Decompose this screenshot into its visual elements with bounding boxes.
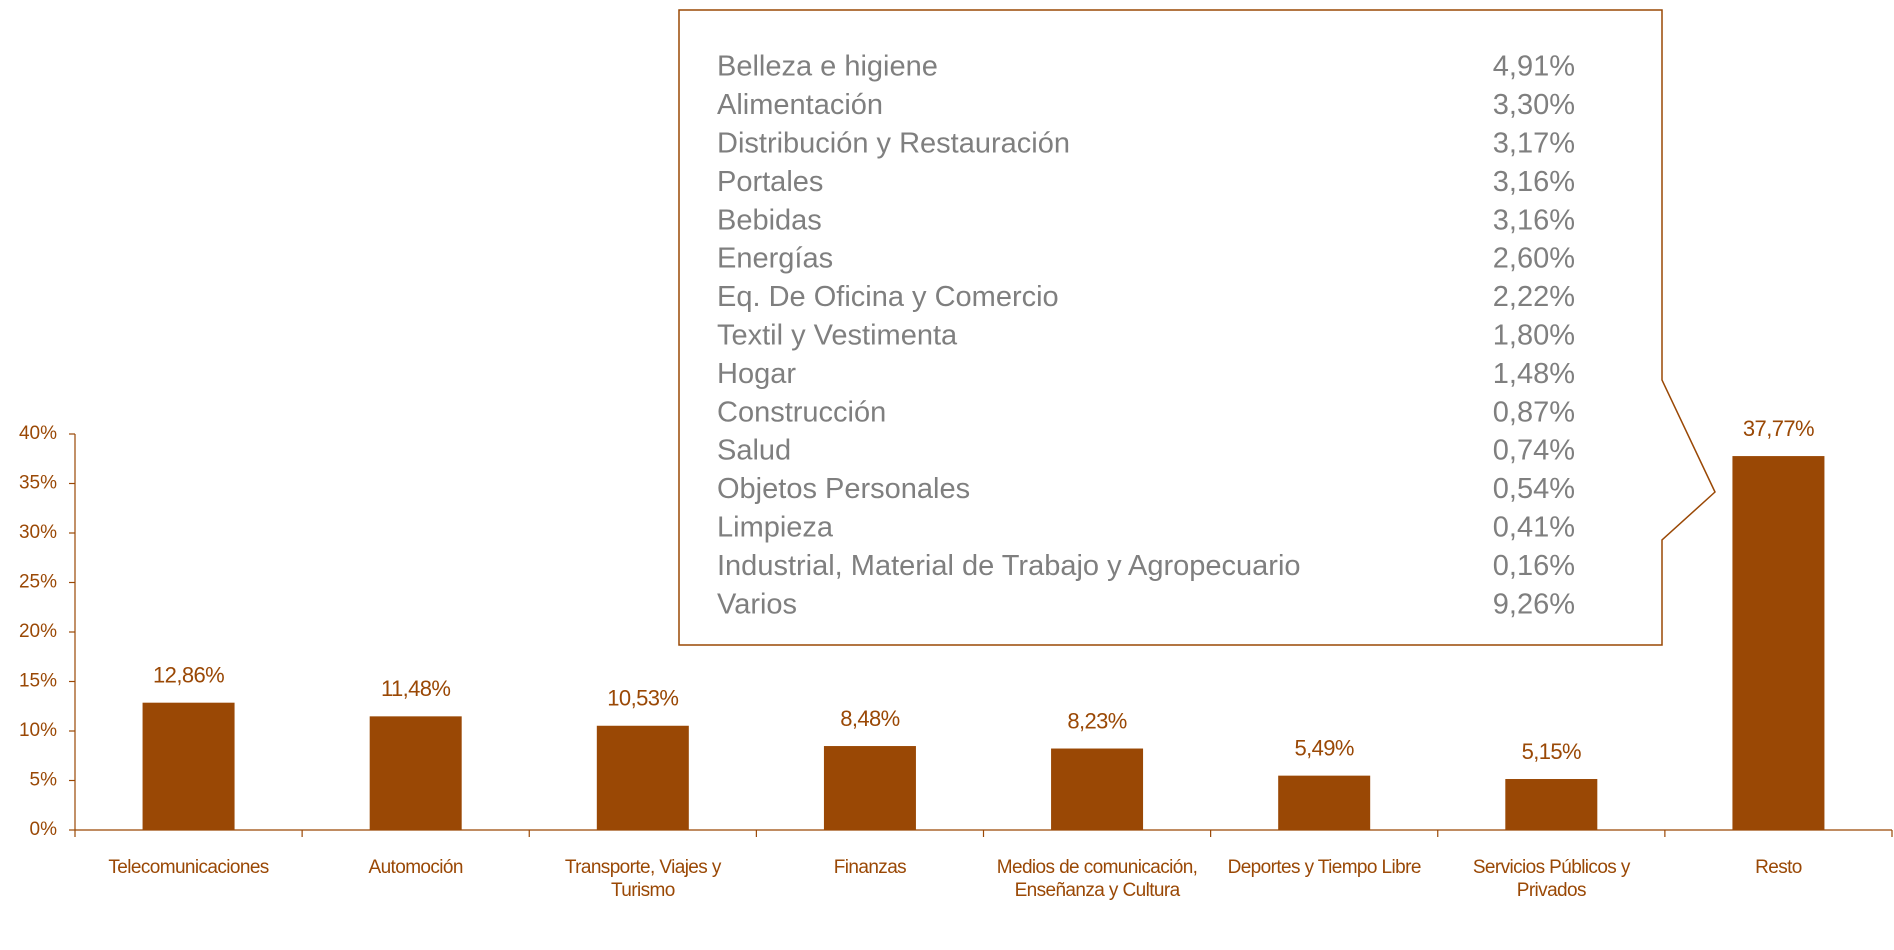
y-tick-label: 20% <box>19 621 57 642</box>
callout-label: Alimentación <box>717 89 883 121</box>
bar <box>1278 775 1371 830</box>
callout-value: 0,54% <box>1493 473 1575 505</box>
y-tick-label: 10% <box>19 720 57 741</box>
callout-value: 2,60% <box>1493 243 1575 275</box>
callout-label: Portales <box>717 166 823 198</box>
y-tick-label: 35% <box>19 473 57 494</box>
data-label: 8,48% <box>840 706 899 731</box>
callout-value: 0,16% <box>1493 550 1575 582</box>
callout-label: Industrial, Material de Trabajo y Agrope… <box>717 550 1301 582</box>
bar <box>142 702 235 830</box>
callout-label: Limpieza <box>717 511 834 543</box>
callout-label: Eq. De Oficina y Comercio <box>717 281 1059 313</box>
callout-label: Objetos Personales <box>717 473 970 505</box>
data-label: 5,49% <box>1294 735 1353 760</box>
y-tick-label: 5% <box>30 770 58 791</box>
callout-value: 0,41% <box>1493 511 1575 543</box>
bar <box>1051 748 1144 830</box>
y-tick-label: 25% <box>19 572 57 593</box>
callout-label: Belleza e higiene <box>717 51 938 83</box>
callout-value: 0,87% <box>1493 396 1575 428</box>
x-tick-label: Automoción <box>368 857 464 878</box>
callout-value: 4,91% <box>1493 51 1575 83</box>
bar <box>1732 456 1825 830</box>
y-tick-label: 0% <box>30 819 58 840</box>
callout-value: 3,16% <box>1493 166 1575 198</box>
callout-label: Construcción <box>717 396 886 428</box>
x-tick-label: Resto <box>1755 857 1802 878</box>
callout-value: 2,22% <box>1493 281 1575 313</box>
bar <box>823 746 916 830</box>
callout-label: Bebidas <box>717 204 822 236</box>
data-label: 10,53% <box>607 686 678 711</box>
y-tick-label: 40% <box>19 423 57 444</box>
data-label: 37,77% <box>1743 416 1814 441</box>
callout-label: Textil y Vestimenta <box>717 319 958 351</box>
y-tick-label: 30% <box>19 522 57 543</box>
callout-label: Energías <box>717 243 833 275</box>
y-tick-label: 15% <box>19 671 57 692</box>
x-tick-label: Transporte, Viajes y Turismo <box>564 857 722 901</box>
callout-label: Varios <box>717 588 797 620</box>
x-tick-label: Deportes y Tiempo Libre <box>1227 857 1422 878</box>
callout-label: Distribución y Restauración <box>717 127 1070 159</box>
callout-value: 1,80% <box>1493 319 1575 351</box>
callout-value: 3,30% <box>1493 89 1575 121</box>
data-label: 11,48% <box>381 676 450 701</box>
callout-value: 3,17% <box>1493 127 1575 159</box>
data-label: 12,86% <box>153 662 224 687</box>
bar <box>369 716 462 830</box>
callout-value: 9,26% <box>1493 588 1575 620</box>
bar <box>596 725 689 830</box>
callout-value: 0,74% <box>1493 435 1575 467</box>
data-label: 8,23% <box>1067 708 1126 733</box>
bar <box>1505 779 1598 830</box>
x-tick-label: Medios de comunicación, Enseñanza y Cult… <box>996 857 1198 901</box>
x-tick-label: Telecomunicaciones <box>108 857 269 878</box>
callout-label: Salud <box>717 435 791 467</box>
x-tick-label: Servicios Públicos y Privados <box>1472 857 1631 901</box>
callout-box <box>678 9 1716 646</box>
x-tick-label: Finanzas <box>833 857 907 878</box>
callout-value: 3,16% <box>1493 204 1575 236</box>
callout-label: Hogar <box>717 358 796 390</box>
callout-value: 1,48% <box>1493 358 1575 390</box>
data-label: 5,15% <box>1522 739 1581 764</box>
